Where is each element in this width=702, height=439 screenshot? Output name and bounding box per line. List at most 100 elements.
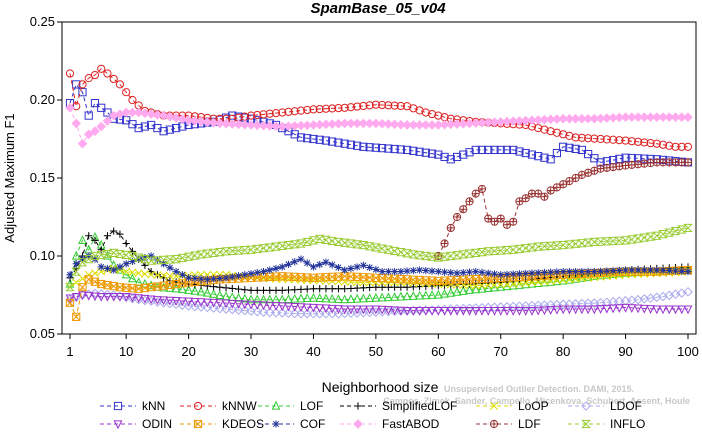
data-point-knn <box>584 149 593 159</box>
data-point-simplifiedlof <box>328 285 336 293</box>
data-point-knnw <box>559 130 568 139</box>
legend-item-simplifiedlof: SimplifiedLOF <box>340 399 457 413</box>
data-point-ldof <box>683 287 693 297</box>
data-point-simplifiedlof <box>459 280 467 288</box>
data-point-odin <box>140 294 150 304</box>
data-point-odin <box>340 305 350 315</box>
data-point-fastabod <box>96 121 107 132</box>
data-point-knn <box>421 148 430 157</box>
data-point-fastabod <box>358 118 369 129</box>
data-point-odin <box>477 307 487 316</box>
data-point-simplifiedlof <box>116 230 124 238</box>
data-point-knnw <box>658 140 668 149</box>
data-point-simplifiedlof <box>216 283 224 291</box>
data-point-odin <box>121 292 131 302</box>
data-point-knn <box>471 145 480 155</box>
data-point-ldf <box>683 158 693 167</box>
data-point-knnw <box>97 64 106 73</box>
data-point-lof <box>140 278 150 288</box>
data-point-fastabod <box>620 112 631 122</box>
legend-item-ldof: LDOF <box>568 399 642 413</box>
data-point-knn <box>172 123 181 133</box>
data-point-inflo <box>196 250 206 259</box>
data-point-knn <box>315 135 324 144</box>
data-point-odin <box>546 306 556 315</box>
data-point-cof <box>559 268 567 276</box>
data-point-lof <box>259 294 268 304</box>
data-point-knnw <box>328 104 337 113</box>
data-point-cof <box>653 266 661 274</box>
data-point-knn <box>134 123 143 133</box>
data-point-fastabod <box>264 121 275 131</box>
data-point-simplifiedlof <box>309 285 318 293</box>
data-point-knn <box>103 108 112 117</box>
data-point-knnw <box>309 105 318 114</box>
data-point-inflo <box>158 255 169 264</box>
data-point-lof <box>352 293 362 303</box>
data-point-odin <box>621 303 630 313</box>
data-point-odin <box>321 304 331 314</box>
data-point-knnw <box>246 111 256 120</box>
data-point-odin <box>221 299 231 309</box>
data-point-cof <box>503 270 511 279</box>
data-point-inflo <box>558 240 568 250</box>
data-point-inflo <box>589 237 600 247</box>
data-point-cof <box>528 269 536 277</box>
data-point-odin <box>383 306 393 315</box>
data-point-inflo <box>639 233 650 242</box>
data-point-cof <box>341 266 349 274</box>
data-point-fastabod <box>651 112 662 122</box>
data-point-simplifiedlof <box>465 280 474 288</box>
data-point-ldof <box>183 301 194 311</box>
data-point-fastabod <box>140 108 150 119</box>
data-point-lof <box>540 277 549 287</box>
data-point-cof <box>234 272 243 280</box>
data-point-odin <box>90 292 100 302</box>
data-point-cof <box>203 275 211 283</box>
data-point-fastabod <box>564 113 575 124</box>
data-point-fastabod <box>171 113 181 123</box>
data-point-cof <box>634 266 642 274</box>
legend-marker <box>272 420 280 428</box>
data-point-inflo <box>171 255 181 264</box>
data-point-knn <box>415 147 424 156</box>
data-point-cof <box>316 260 324 269</box>
data-point-inflo <box>676 225 687 234</box>
data-point-inflo <box>458 250 469 259</box>
data-point-inflo <box>283 240 294 250</box>
series-knnw <box>65 64 693 151</box>
data-point-inflo <box>427 252 437 261</box>
data-point-cof <box>291 258 299 266</box>
data-point-simplifiedlof <box>409 283 417 291</box>
data-point-odin <box>109 292 119 302</box>
data-point-kdeos <box>65 298 75 307</box>
data-point-knnw <box>665 141 674 150</box>
data-point-knn <box>571 144 580 153</box>
data-point-simplifiedlof <box>147 268 155 276</box>
data-point-knn <box>521 148 530 158</box>
data-point-knnw <box>421 108 430 117</box>
data-point-fastabod <box>658 112 668 122</box>
data-point-lof <box>240 293 250 303</box>
series-inflo <box>65 223 693 292</box>
data-point-knnw <box>565 131 574 140</box>
data-point-cof <box>578 268 586 276</box>
data-point-knn <box>371 143 380 152</box>
data-point-odin <box>471 307 481 316</box>
data-point-lof <box>408 291 418 300</box>
data-point-fastabod <box>402 120 412 130</box>
data-point-knn <box>140 122 150 131</box>
data-point-cof <box>135 255 143 263</box>
data-point-cof <box>178 271 186 279</box>
data-point-odin <box>646 305 655 314</box>
data-point-knnw <box>584 134 593 143</box>
data-point-fastabod <box>414 120 425 130</box>
data-point-lof <box>265 294 275 304</box>
data-point-lof <box>334 294 343 303</box>
data-point-inflo <box>633 234 643 243</box>
data-point-odin <box>508 307 518 316</box>
data-point-cof <box>322 258 330 266</box>
data-point-knnw <box>109 74 118 84</box>
legend-marker <box>113 401 123 411</box>
data-point-kdeos <box>72 312 81 321</box>
